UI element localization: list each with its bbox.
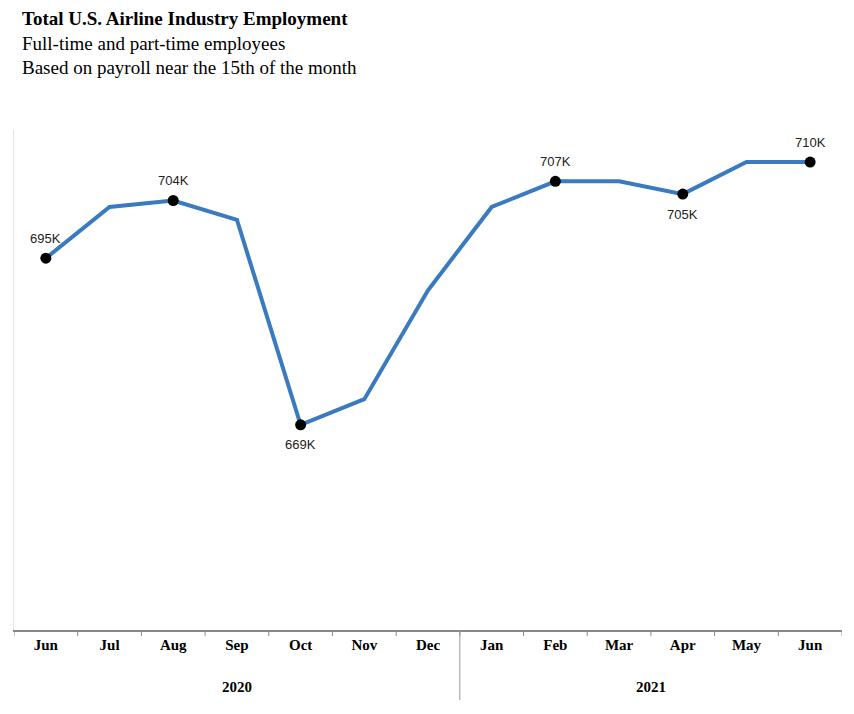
svg-text:Apr: Apr [670,637,696,653]
svg-text:Oct: Oct [289,637,312,653]
svg-text:Jun: Jun [798,637,823,653]
svg-text:Feb: Feb [543,637,567,653]
svg-text:710K: 710K [795,135,826,150]
svg-text:669K: 669K [285,437,316,452]
svg-text:695K: 695K [30,231,61,246]
svg-text:Mar: Mar [605,637,634,653]
svg-text:Jun: Jun [34,637,59,653]
svg-text:2020: 2020 [222,679,252,695]
svg-text:Dec: Dec [416,637,440,653]
svg-text:707K: 707K [540,154,571,169]
svg-text:Total U.S. Airline Industry Em: Total U.S. Airline Industry EmploymentFu… [22,8,357,78]
svg-text:705K: 705K [667,207,698,222]
svg-text:Jan: Jan [480,637,504,653]
svg-text:Sep: Sep [225,637,248,653]
svg-text:Aug: Aug [160,637,187,653]
svg-text:2021: 2021 [636,679,666,695]
svg-text:Nov: Nov [351,637,377,653]
svg-text:May: May [732,637,762,653]
svg-text:704K: 704K [158,173,189,188]
svg-text:Jul: Jul [100,637,120,653]
